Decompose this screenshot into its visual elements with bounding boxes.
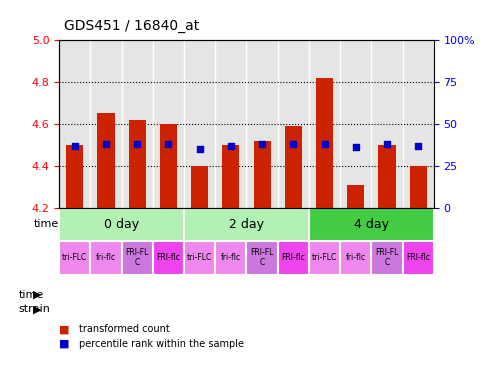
Text: FRI-flc: FRI-flc [406,253,430,262]
Point [196,146,204,152]
Text: FRI-FL
C: FRI-FL C [250,248,274,268]
Bar [184,40,215,208]
Point [71,143,79,149]
Text: tri-FLC: tri-FLC [312,253,337,262]
Bar [222,145,240,208]
Text: FRI-flc: FRI-flc [282,253,305,262]
Bar [90,241,122,274]
Bar [59,40,90,208]
Point [133,141,141,147]
Bar [59,241,90,274]
Bar [160,124,177,208]
Bar [215,241,246,274]
Text: 4 day: 4 day [354,218,389,231]
Text: tri-FLC: tri-FLC [62,253,87,262]
Bar [309,241,340,274]
Bar [184,208,309,241]
Bar [309,40,340,208]
Text: time: time [19,290,44,300]
Bar [371,40,403,208]
Bar [340,241,371,274]
Text: ▶: ▶ [33,304,42,314]
Bar [122,40,153,208]
Text: transformed count: transformed count [79,324,170,335]
Bar [215,40,246,208]
Text: percentile rank within the sample: percentile rank within the sample [79,339,244,349]
Text: ■: ■ [59,324,70,335]
Text: FRI-FL
C: FRI-FL C [375,248,399,268]
Text: 2 day: 2 day [229,218,264,231]
Bar [403,241,434,274]
Point [352,145,360,150]
Text: fri-flc: fri-flc [221,253,241,262]
Bar [59,208,184,241]
Bar [66,145,83,208]
Bar [403,40,434,208]
Text: 0 day: 0 day [104,218,139,231]
Bar [184,241,215,274]
Text: time: time [34,219,59,229]
Text: FRI-FL
C: FRI-FL C [126,248,149,268]
Bar [153,241,184,274]
Bar [316,78,333,208]
Text: FRI-flc: FRI-flc [156,253,180,262]
Bar [285,126,302,208]
Text: tri-FLC: tri-FLC [187,253,212,262]
Point [289,141,297,147]
Bar [309,208,434,241]
Text: fri-flc: fri-flc [96,253,116,262]
Text: ▶: ▶ [33,290,42,300]
Bar [122,241,153,274]
Bar [278,40,309,208]
Point [320,141,328,147]
Text: fri-flc: fri-flc [346,253,366,262]
Bar [129,120,146,208]
Point [258,141,266,147]
Bar [347,184,364,208]
Bar [410,166,427,208]
Bar [246,241,278,274]
Bar [253,141,271,208]
Point [414,143,422,149]
Bar [191,166,208,208]
Point [165,141,173,147]
Bar [98,113,114,208]
Bar [246,40,278,208]
Text: ■: ■ [59,339,70,349]
Bar [340,40,371,208]
Point [102,141,110,147]
Bar [379,145,395,208]
Point [383,141,391,147]
Bar [371,241,403,274]
Text: GDS451 / 16840_at: GDS451 / 16840_at [64,19,199,33]
Bar [153,40,184,208]
Bar [90,40,122,208]
Bar [278,241,309,274]
Point [227,143,235,149]
Text: strain: strain [19,304,51,314]
